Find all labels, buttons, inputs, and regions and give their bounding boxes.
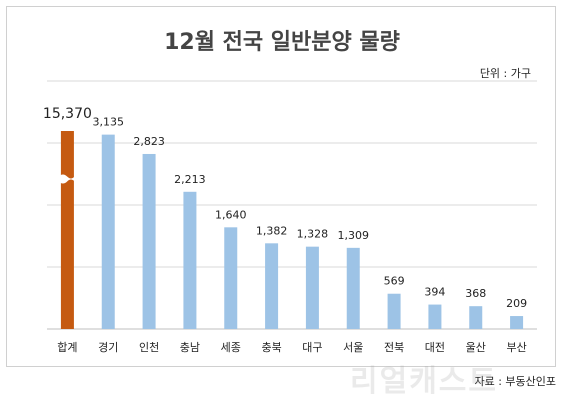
- value-label: 1,640: [215, 208, 247, 221]
- category-label: 부산: [506, 341, 526, 354]
- category-label: 대구: [302, 341, 322, 354]
- bar-11: [510, 316, 524, 329]
- value-label: 1,309: [338, 229, 370, 242]
- value-label: 1,382: [256, 224, 288, 237]
- source-note: 자료 : 부동산인포: [474, 375, 556, 388]
- watermark-logo: 리얼캐스트: [350, 364, 498, 399]
- value-label: 569: [384, 275, 405, 288]
- bar-10: [469, 306, 483, 329]
- bar-1: [101, 134, 115, 329]
- category-label: 인천: [139, 340, 159, 354]
- bar-4: [224, 227, 238, 329]
- bar-3: [183, 191, 197, 329]
- category-label: 충북: [261, 341, 281, 354]
- value-label: 3,135: [93, 116, 125, 129]
- gridlines: [47, 80, 537, 330]
- value-label: 2,823: [133, 135, 165, 148]
- bar-8: [387, 293, 401, 329]
- bar-9: [428, 304, 442, 329]
- value-label: 209: [506, 297, 527, 310]
- chart-title: 12월 전국 일반분양 물량: [164, 30, 400, 55]
- category-label: 경기: [98, 341, 118, 354]
- value-label: 394: [424, 286, 445, 299]
- category-label: 전북: [384, 341, 404, 354]
- unit-label: 단위 : 가구: [480, 67, 531, 80]
- value-label: 2,213: [174, 173, 206, 186]
- bar-5: [265, 243, 279, 329]
- bar-2: [142, 153, 156, 329]
- chart-frame: 12월 전국 일반분양 물량 단위 : 가구 15,370 3,135 2,823 2…: [6, 6, 556, 367]
- bar-total: [60, 131, 74, 329]
- category-label: 세종: [221, 341, 241, 354]
- value-label: 1,328: [297, 228, 329, 241]
- value-label: 368: [465, 287, 486, 300]
- bar-6: [305, 246, 319, 329]
- category-label: 대전: [425, 341, 445, 354]
- bars: [58, 131, 524, 329]
- category-label: 서울: [343, 341, 363, 354]
- category-label: 합계: [57, 341, 77, 354]
- bar-7: [346, 247, 360, 329]
- category-label: 충남: [180, 341, 200, 354]
- axis-break-mark: [58, 174, 76, 184]
- category-labels: 합계 경기 인천 충남 세종 충북 대구 서울 전북 대전 울산 부산: [57, 340, 526, 354]
- category-label: 울산: [466, 341, 486, 354]
- value-label: 15,370: [43, 106, 92, 122]
